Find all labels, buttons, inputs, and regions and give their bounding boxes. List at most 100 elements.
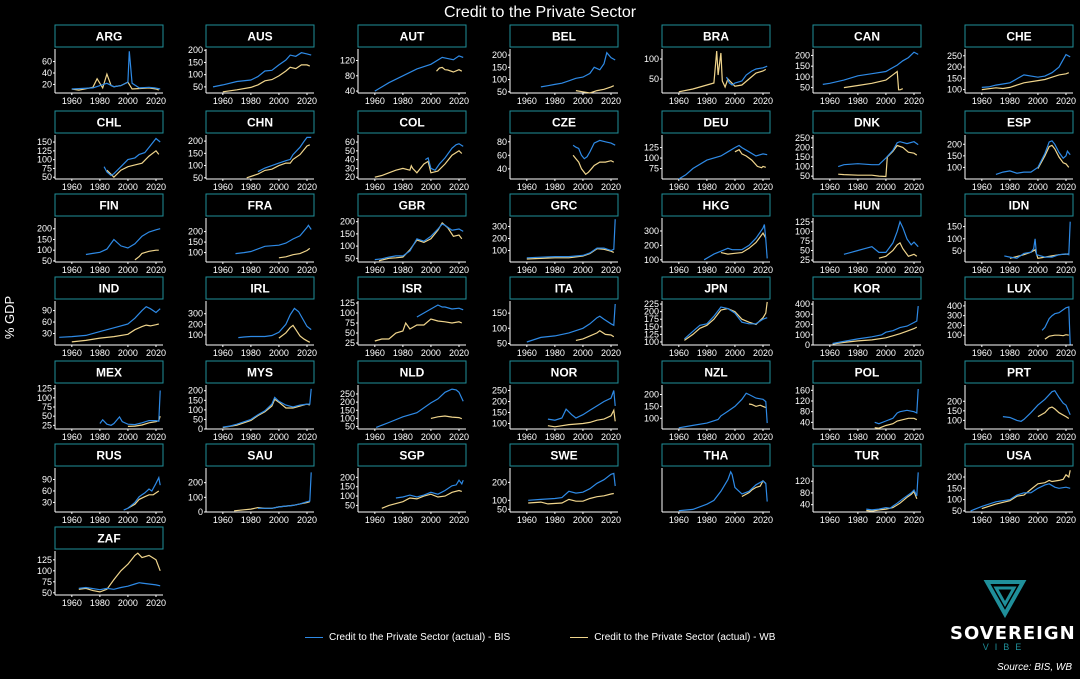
y-tick-label-jpn: 200 — [644, 307, 659, 317]
panel-title-box-usa — [964, 443, 1074, 467]
series-bis-deu — [678, 144, 768, 180]
panel-title-swe: SWE — [550, 449, 577, 463]
y-tick-label-nor: 250 — [492, 386, 507, 396]
x-tick-label-pol: 1960 — [820, 432, 840, 442]
x-tick-label-tur: 2020 — [904, 515, 924, 525]
x-tick-label-esp: 2020 — [1056, 182, 1076, 192]
panel-title-irl: IRL — [250, 282, 269, 296]
panel-title-grc: GRC — [551, 199, 578, 213]
series-wb-isr — [374, 318, 463, 342]
x-tick-label-dnk: 1980 — [848, 182, 868, 192]
y-tick-label-ind: 60 — [42, 317, 52, 327]
x-tick-label-fin: 2020 — [146, 265, 166, 275]
series-wb-zaf — [78, 552, 161, 593]
panel-title-kor: KOR — [854, 282, 881, 296]
y-tick-label-hkg: 200 — [644, 240, 659, 250]
x-tick-label-mys: 1960 — [213, 432, 233, 442]
series-bis-chn — [257, 136, 312, 173]
x-tick-label-isr: 2000 — [421, 348, 441, 358]
x-tick-label-swe: 1980 — [545, 515, 565, 525]
panel-sau: SAU 0 100 200 1960 1980 2000 2020 — [188, 443, 317, 525]
panel-title-mys: MYS — [247, 366, 273, 380]
panel-title-hun: HUN — [854, 199, 880, 213]
panel-title-nzl: NZL — [704, 366, 727, 380]
series-bis-chl — [103, 137, 161, 177]
x-tick-label-aut: 1960 — [365, 96, 385, 106]
series-bis-rus — [123, 475, 161, 511]
x-tick-label-sgp: 1980 — [393, 515, 413, 525]
x-tick-label-bra: 2000 — [725, 96, 745, 106]
x-tick-label-tur: 1960 — [820, 515, 840, 525]
x-tick-label-nzl: 2020 — [753, 432, 773, 442]
y-tick-label-mex: 75 — [42, 402, 52, 412]
x-tick-label-kor: 1960 — [820, 348, 840, 358]
series-bis-cze — [572, 139, 616, 160]
y-tick-label-swe: 200 — [492, 477, 507, 487]
series-wb-col — [374, 150, 463, 178]
x-tick-label-fin: 2000 — [118, 265, 138, 275]
y-tick-label-nld: 250 — [340, 389, 355, 399]
y-tick-label-ita: 100 — [492, 323, 507, 333]
panel-title-deu: DEU — [703, 116, 728, 130]
panel-cze: CZE 40 60 80 1960 1980 2000 2020 — [497, 110, 621, 192]
panel-title-prt: PRT — [1007, 366, 1032, 380]
panel-title-jpn: JPN — [704, 282, 727, 296]
x-tick-label-fra: 2020 — [297, 265, 317, 275]
panel-title-tur: TUR — [855, 449, 880, 463]
series-wb-nzl — [748, 403, 767, 409]
series-bis-pol — [874, 388, 919, 425]
x-tick-label-nor: 2000 — [573, 432, 593, 442]
panel-title-chl: CHL — [97, 116, 122, 130]
x-tick-label-jpn: 1960 — [669, 348, 689, 358]
source-note: Source: BIS, WB — [996, 662, 1072, 673]
panel-chn: CHN 50 100 150 200 1960 1980 2000 2020 — [188, 110, 317, 192]
x-tick-label-arg: 1980 — [90, 96, 110, 106]
x-tick-label-grc: 1980 — [545, 265, 565, 275]
y-tick-label-irl: 300 — [188, 309, 203, 319]
x-tick-label-nzl: 2000 — [725, 432, 745, 442]
series-wb-nld — [430, 415, 463, 420]
x-tick-label-hun: 2000 — [876, 265, 896, 275]
y-tick-label-isr: 75 — [345, 318, 355, 328]
panel-title-box-pol — [812, 360, 922, 384]
x-tick-label-prt: 2000 — [1028, 432, 1048, 442]
x-tick-label-cze: 1960 — [517, 182, 537, 192]
panel-title-lux: LUX — [1007, 282, 1031, 296]
y-tick-label-tur: 80 — [800, 488, 810, 498]
x-tick-label-prt: 1960 — [972, 432, 992, 442]
series-wb-bel — [575, 85, 615, 94]
panel-title-box-ind — [54, 276, 164, 300]
y-tick-label-can: 100 — [795, 72, 810, 82]
y-tick-label-chl: 125 — [37, 146, 52, 156]
series-bis-aut — [374, 55, 464, 92]
panel-title-box-lux — [964, 276, 1074, 300]
x-tick-label-zaf: 1980 — [90, 598, 110, 608]
x-tick-label-kor: 1980 — [848, 348, 868, 358]
y-tick-label-chn: 200 — [188, 136, 203, 146]
x-tick-label-fra: 1960 — [213, 265, 233, 275]
series-wb-nor — [547, 408, 616, 428]
x-tick-label-deu: 1980 — [697, 182, 717, 192]
x-tick-label-tur: 2000 — [876, 515, 896, 525]
y-tick-label-irl: 200 — [188, 319, 203, 329]
y-tick-label-chn: 100 — [188, 161, 203, 171]
panel-title-can: CAN — [854, 30, 880, 44]
x-tick-label-sau: 2020 — [297, 515, 317, 525]
y-tick-label-nzl: 150 — [644, 401, 659, 411]
x-tick-label-swe: 2020 — [601, 515, 621, 525]
series-bis-dnk — [838, 141, 919, 168]
panel-title-isr: ISR — [402, 282, 422, 296]
panel-title-box-hkg — [661, 193, 771, 217]
x-tick-label-esp: 1960 — [972, 182, 992, 192]
series-wb-dnk — [838, 144, 918, 178]
y-tick-label-col: 20 — [345, 172, 355, 182]
series-wb-can — [843, 70, 904, 91]
panel-title-mex: MEX — [96, 366, 122, 380]
series-wb-hun — [878, 242, 918, 259]
